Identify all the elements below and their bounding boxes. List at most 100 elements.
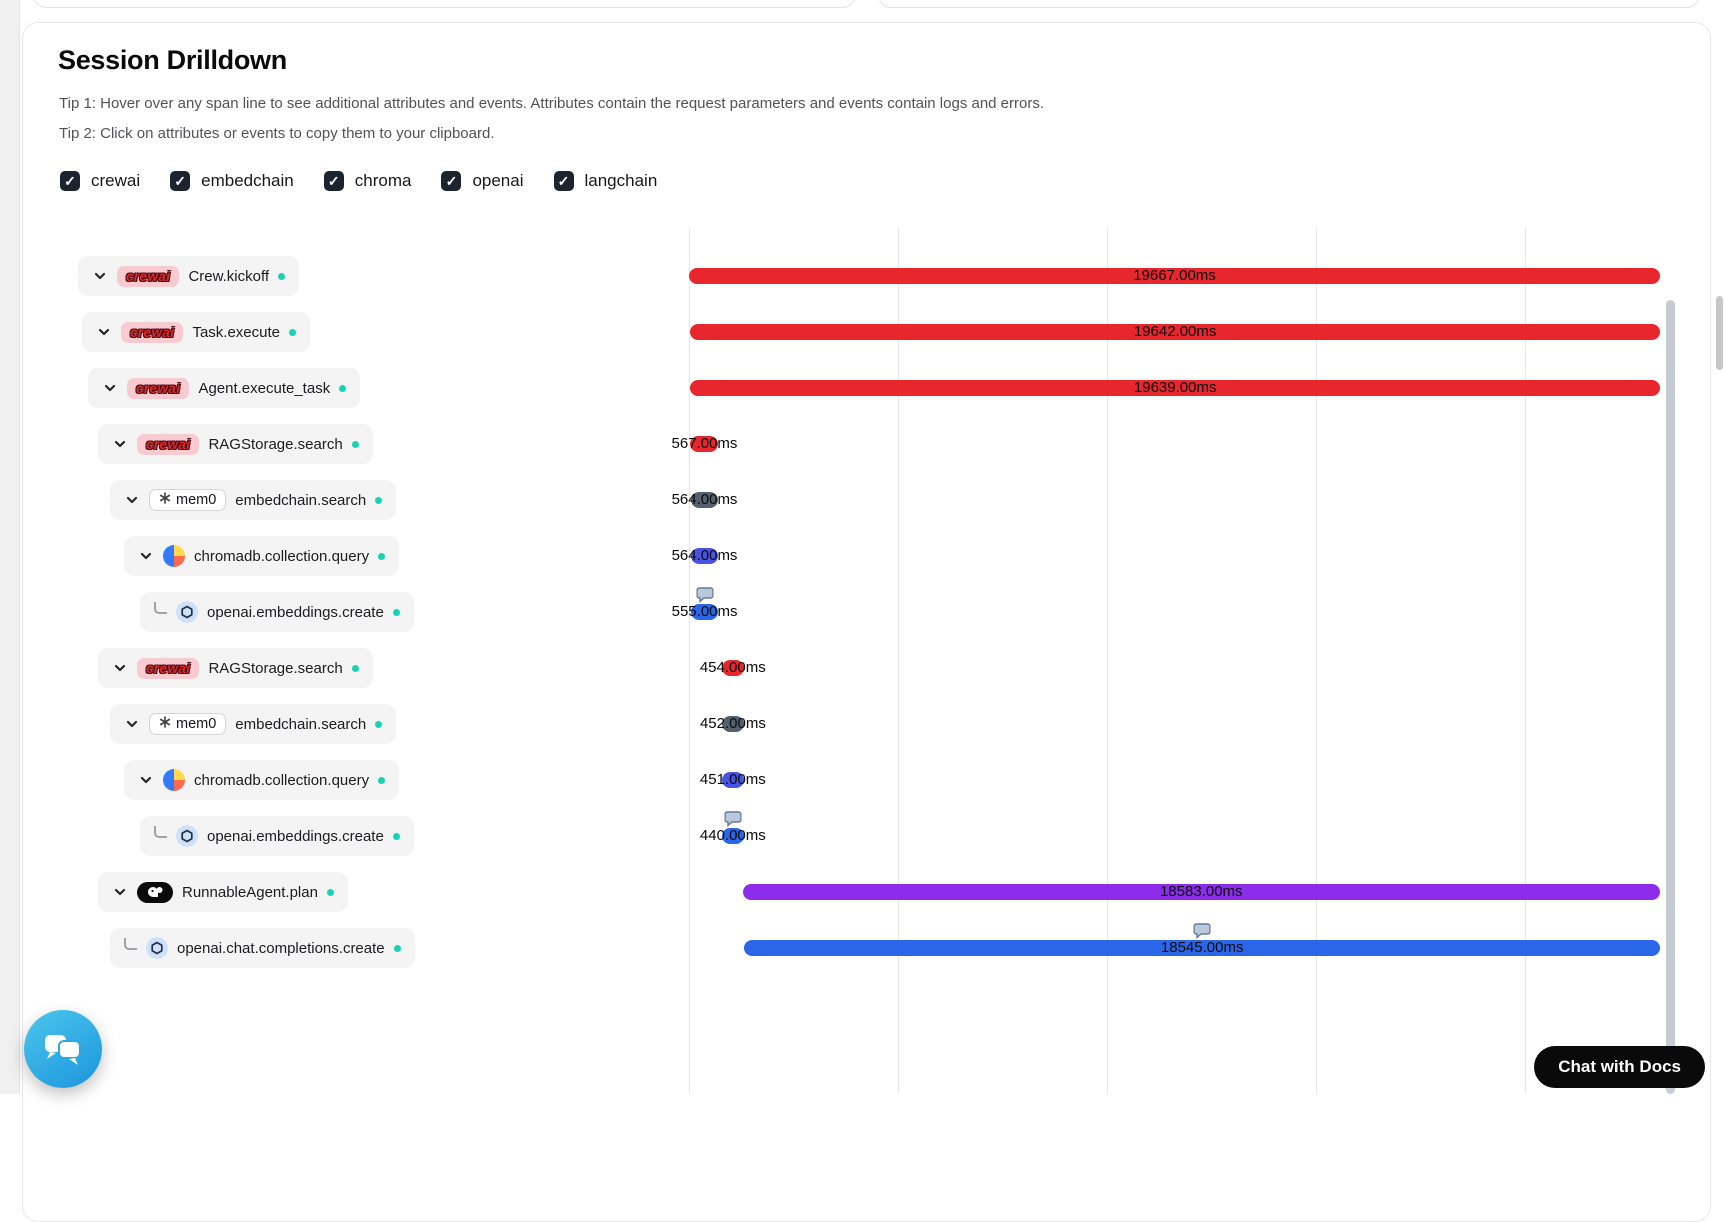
span-name: openai.embeddings.create: [207, 827, 384, 845]
filter-embedchain[interactable]: ✓ embedchain: [170, 171, 294, 191]
chevron-down-icon[interactable]: [112, 436, 128, 452]
span-bar[interactable]: [742, 884, 1660, 900]
span-bar[interactable]: [690, 548, 719, 564]
status-dot: [378, 776, 386, 784]
filter-crewai[interactable]: ✓ crewai: [60, 171, 140, 191]
span-label[interactable]: mem0 embedchain.search: [110, 704, 397, 744]
span-bar[interactable]: [721, 772, 744, 788]
elbow-connector-icon: [154, 825, 167, 838]
chevron-down-icon[interactable]: [124, 492, 140, 508]
span-name: chromadb.collection.query: [194, 547, 370, 565]
status-dot: [392, 608, 400, 616]
event-bubble-icon[interactable]: [1193, 923, 1211, 944]
span-row: openai.embeddings.create 555.00ms: [0, 584, 1725, 640]
filter-chroma[interactable]: ✓ chroma: [323, 171, 412, 191]
crewai-badge: crewai: [137, 657, 200, 679]
span-bar[interactable]: [689, 268, 1660, 284]
page-scrollbar[interactable]: [1716, 296, 1723, 370]
filter-label: langchain: [584, 171, 658, 190]
span-duration: 19642.00ms: [1133, 323, 1217, 340]
event-bubble-icon[interactable]: [695, 587, 714, 608]
span-row: mem0 embedchain.search 452.00ms: [0, 696, 1725, 752]
status-dot: [375, 496, 383, 504]
span-bar[interactable]: [690, 324, 1660, 340]
span-label[interactable]: chromadb.collection.query: [124, 760, 400, 800]
chevron-down-icon[interactable]: [96, 324, 112, 340]
filter-checkbox[interactable]: ✓: [441, 171, 462, 191]
chroma-icon: [163, 769, 185, 791]
chart-scrollbar[interactable]: [1666, 300, 1675, 1094]
chat-bubbles-icon: [43, 1031, 83, 1067]
span-label[interactable]: chromadb.collection.query: [124, 536, 400, 576]
filter-openai[interactable]: ✓ openai: [441, 171, 524, 191]
span-name: chromadb.collection.query: [194, 771, 370, 789]
tip-2-text: Tip 2: Click on attributes or events to …: [59, 125, 495, 142]
span-duration: 19667.00ms: [1133, 267, 1216, 284]
span-label[interactable]: openai.embeddings.create: [140, 592, 414, 632]
span-label[interactable]: crewai Agent.execute_task: [88, 368, 361, 408]
span-label[interactable]: openai.embeddings.create: [140, 816, 414, 856]
span-name: openai.embeddings.create: [207, 603, 384, 621]
filter-label: openai: [472, 171, 524, 190]
span-row: openai.embeddings.create 440.00ms: [0, 808, 1725, 864]
span-bar[interactable]: [721, 828, 744, 844]
chat-widget-button[interactable]: [24, 1010, 102, 1088]
chevron-down-icon[interactable]: [112, 884, 128, 900]
status-dot: [375, 720, 383, 728]
chevron-down-icon[interactable]: [138, 772, 154, 788]
span-duration: 451.00ms: [699, 771, 766, 788]
span-label[interactable]: crewai Crew.kickoff: [78, 256, 300, 296]
filter-langchain[interactable]: ✓ langchain: [553, 171, 658, 191]
span-bar[interactable]: [721, 660, 744, 676]
span-row: chromadb.collection.query 564.00ms: [0, 528, 1725, 584]
span-bar[interactable]: [690, 604, 719, 620]
asterisk-icon: [159, 492, 171, 508]
span-bar[interactable]: [744, 940, 1660, 956]
span-label[interactable]: crewai RAGStorage.search: [98, 648, 373, 688]
span-label[interactable]: mem0 embedchain.search: [110, 480, 397, 520]
span-bar[interactable]: [690, 380, 1660, 396]
event-bubble-icon[interactable]: [724, 811, 742, 832]
span-bar[interactable]: [690, 492, 719, 508]
filter-checkbox[interactable]: ✓: [553, 171, 574, 191]
span-label[interactable]: crewai RAGStorage.search: [98, 424, 373, 464]
chat-with-docs-button[interactable]: Chat with Docs: [1534, 1046, 1705, 1088]
span-name: Task.execute: [192, 323, 280, 341]
span-row: crewai Agent.execute_task 19639.00ms: [0, 360, 1725, 416]
chevron-down-icon[interactable]: [102, 380, 118, 396]
filter-checkbox[interactable]: ✓: [170, 171, 191, 191]
status-dot: [351, 664, 359, 672]
span-name: openai.chat.completions.create: [177, 939, 385, 957]
span-label[interactable]: openai.chat.completions.create: [110, 928, 415, 968]
gridline: [1525, 228, 1526, 1094]
span-row: chromadb.collection.query 451.00ms: [0, 752, 1725, 808]
mem0-badge-label: mem0: [176, 492, 217, 508]
chevron-down-icon[interactable]: [138, 548, 154, 564]
filter-label: crewai: [91, 171, 141, 190]
span-bar[interactable]: [721, 716, 745, 732]
filter-checkbox[interactable]: ✓: [60, 171, 80, 191]
span-name: RAGStorage.search: [208, 659, 343, 677]
span-label[interactable]: RunnableAgent.plan: [98, 872, 348, 912]
chevron-down-icon[interactable]: [92, 268, 108, 284]
chroma-icon: [163, 545, 185, 567]
status-dot: [378, 552, 386, 560]
status-dot: [326, 888, 334, 896]
span-duration: 18583.00ms: [1159, 883, 1243, 900]
chevron-down-icon[interactable]: [112, 660, 128, 676]
span-row: mem0 embedchain.search 564.00ms: [0, 472, 1725, 528]
chevron-down-icon[interactable]: [124, 716, 140, 732]
span-duration: 564.00ms: [671, 491, 738, 508]
span-duration: 440.00ms: [699, 827, 766, 844]
openai-icon: [176, 825, 198, 847]
filter-checkbox[interactable]: ✓: [323, 171, 344, 191]
crewai-badge: crewai: [137, 433, 200, 455]
span-bar[interactable]: [690, 436, 719, 452]
filter-label: chroma: [354, 171, 412, 190]
elbow-connector-icon: [124, 937, 137, 950]
tip-1-text: Tip 1: Hover over any span line to see a…: [59, 95, 1045, 112]
crewai-badge: crewai: [121, 321, 184, 343]
span-label[interactable]: crewai Task.execute: [82, 312, 310, 352]
span-row: crewai Crew.kickoff 19667.00ms: [0, 248, 1725, 304]
span-duration: 564.00ms: [671, 547, 738, 564]
